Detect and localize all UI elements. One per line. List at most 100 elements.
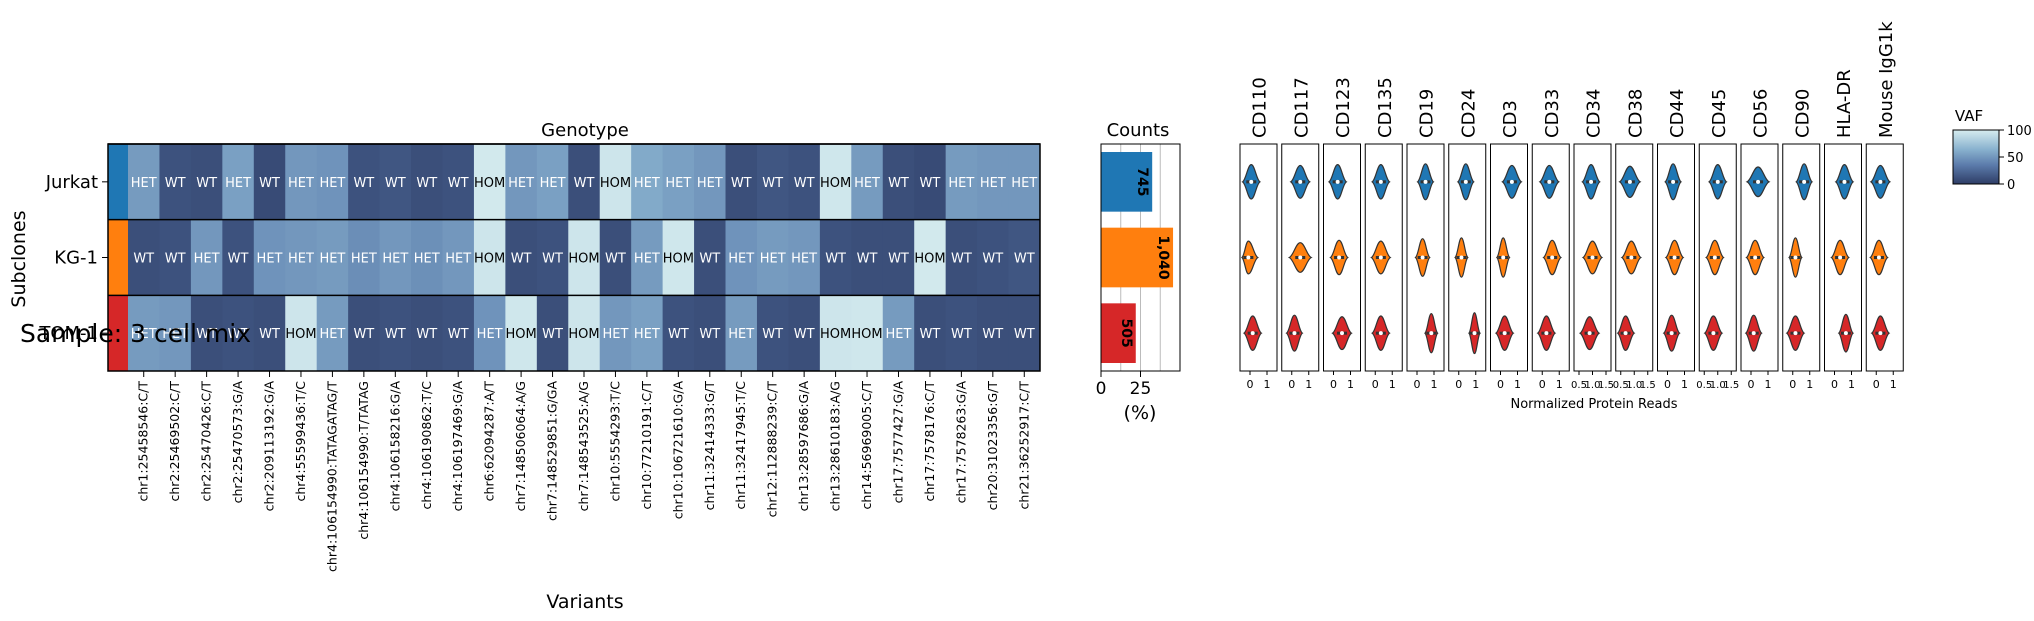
counts-xtick-label: 25 — [1130, 379, 1152, 399]
count-bar — [1101, 152, 1153, 212]
heatmap-cell — [1008, 219, 1041, 296]
genotype-label: WT — [794, 327, 815, 342]
violin-xtick-label: 0 — [1497, 378, 1504, 391]
variant-label: chr7:148529851:G/GA — [545, 381, 560, 521]
heatmap-cell — [128, 219, 160, 296]
violin-xtick-label: 1 — [1848, 378, 1855, 391]
violin-median — [1547, 179, 1552, 184]
protein-label: CD3 — [1500, 100, 1521, 138]
violin-median — [1249, 179, 1254, 184]
genotype-label: WT — [448, 176, 469, 191]
heatmap-cell — [631, 144, 664, 220]
violin-xtick-label: 0 — [1789, 378, 1796, 391]
genotype-label: WT — [951, 327, 972, 342]
heatmap-cell — [348, 295, 381, 371]
row-label: KG-1 — [54, 248, 98, 269]
violin-median — [1250, 331, 1255, 336]
violin-xtick-label: 0 — [1330, 378, 1337, 391]
violin-panel — [1740, 143, 1779, 372]
heatmap-cell — [882, 144, 915, 220]
heatmap-cell — [222, 295, 255, 371]
heatmap-cell — [756, 295, 789, 371]
violin-xtick-label: 1.0 — [1585, 380, 1601, 391]
genotype-label: WT — [416, 327, 437, 342]
genotype-label: WT — [857, 252, 878, 267]
protein-label: CD110 — [1250, 77, 1271, 138]
protein-label: CD19 — [1417, 89, 1438, 138]
violin-panel — [1657, 143, 1695, 372]
variant-label: chr20:31023356:G/T — [985, 381, 1000, 511]
genotype-label: HET — [665, 176, 691, 191]
violin-xtick-label: 0 — [1664, 378, 1671, 391]
genotype-label: WT — [731, 176, 752, 191]
genotype-label: WT — [196, 327, 217, 342]
violin-median — [1627, 179, 1632, 184]
variant-label: chr2:25469502:C/T — [167, 381, 182, 502]
heatmap-cell — [473, 219, 506, 296]
variant-label: chr7:148543525:A/G — [576, 381, 591, 511]
violin-xtick-label: 0 — [1539, 378, 1546, 391]
violin-xtick-label: 1.0 — [1710, 380, 1726, 391]
variant-label: chr21:36252917:C/T — [1016, 381, 1031, 510]
count-label: 1,040 — [1155, 235, 1171, 280]
genotype-label: WT — [1014, 327, 1035, 342]
variant-label: chr17:7578263:G/A — [953, 381, 968, 504]
violin-median — [1802, 179, 1807, 184]
genotype-label: HET — [540, 176, 566, 191]
genotype-label: WT — [1014, 252, 1035, 267]
heatmap-cell — [694, 219, 727, 296]
heatmap-cell — [945, 219, 978, 296]
violin-median — [1509, 179, 1514, 184]
heatmap-cell — [851, 295, 884, 371]
genotype-label: HOM — [285, 327, 316, 342]
count-bar — [1101, 227, 1174, 288]
genotype-label: WT — [542, 327, 563, 342]
violin-panel — [1406, 143, 1445, 372]
violin-panel — [1531, 143, 1570, 372]
violin-median — [1751, 331, 1756, 336]
genotype-label: WT — [542, 252, 563, 267]
violin-median — [1878, 179, 1883, 184]
subclone-color-strip — [108, 144, 128, 220]
violin-median — [1793, 331, 1798, 336]
heatmap-cell — [536, 144, 569, 220]
heatmap-cell — [411, 219, 443, 296]
violin-median — [1672, 255, 1677, 260]
genotype-label: HOM — [600, 176, 631, 191]
protein-label: CD44 — [1667, 89, 1688, 138]
heatmap-cell — [882, 295, 915, 371]
genotype-label: WT — [920, 327, 941, 342]
heatmap-cell — [977, 219, 1010, 296]
counts-title: Counts — [1107, 120, 1170, 141]
violin-panel — [1824, 143, 1862, 372]
heatmap-cell — [914, 295, 947, 371]
violin-panel — [1364, 143, 1403, 372]
genotype-label: HET — [886, 327, 912, 342]
genotype-label: HET — [508, 176, 534, 191]
genotype-label: HET — [854, 176, 880, 191]
heatmap-title: Genotype — [541, 120, 629, 141]
violin-median — [1502, 331, 1507, 336]
genotype-label: WT — [920, 176, 941, 191]
genotype-label: HET — [477, 327, 503, 342]
violin-xtick-label: 1 — [1765, 378, 1772, 391]
violin-xtick-label: 0 — [1372, 378, 1379, 391]
variant-label: chr4:106154990:T/TATAG — [356, 381, 371, 540]
violin-xtick-label: 0.5 — [1613, 380, 1629, 391]
variant-label: chr10:5554293:T/C — [607, 381, 622, 502]
vaf-colorbar: VAF 100 50 0 — [1952, 107, 2032, 193]
variant-label: chr4:106190862:T/C — [419, 381, 434, 510]
heatmap-cell — [536, 295, 569, 371]
variant-label: chr17:7578176:C/T — [922, 381, 937, 502]
heatmap-cell — [788, 144, 821, 220]
variant-label: chr11:32417945:T/C — [733, 381, 748, 510]
genotype-label: WT — [825, 252, 846, 267]
heatmap-cell — [1008, 144, 1041, 220]
variant-label: chr13:28597686:G/A — [796, 381, 811, 512]
genotype-label: HOM — [505, 327, 536, 342]
genotype-label: HOM — [474, 252, 505, 267]
violin-median — [1587, 331, 1592, 336]
heatmap-cell — [819, 295, 852, 371]
violin-median — [1544, 331, 1549, 336]
